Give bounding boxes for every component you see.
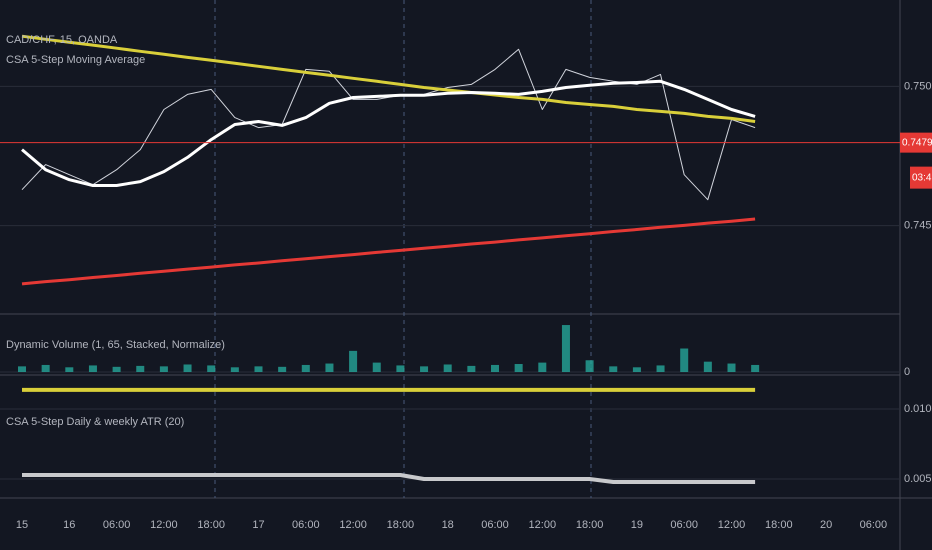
volume-bar — [514, 364, 523, 372]
y-tick-label: 0 — [904, 366, 910, 378]
volume-bar — [159, 366, 168, 372]
x-tick-label: 17 — [252, 519, 264, 531]
series-line — [21, 34, 756, 123]
series-line — [21, 217, 756, 286]
volume-bar — [727, 363, 736, 372]
volume-bar — [703, 361, 712, 372]
volume-bar — [136, 365, 145, 372]
volume-bar — [538, 362, 547, 372]
x-tick-label: 06:00 — [670, 519, 698, 531]
x-tick-label: 16 — [63, 519, 75, 531]
chart-title: CAD/CHF, 15, OANDA — [6, 34, 118, 46]
y-tick-label: 0.00500 — [904, 473, 932, 485]
volume-bar — [18, 366, 26, 372]
last-price-label: 0.74798 — [902, 137, 932, 148]
volume-bar — [656, 365, 665, 372]
x-tick-label: 12:00 — [718, 519, 746, 531]
x-tick-label: 06:00 — [860, 519, 888, 531]
volume-bar — [325, 363, 334, 372]
volume-bar — [443, 364, 452, 372]
volume-bar — [396, 365, 405, 372]
volume-bar — [301, 364, 310, 372]
x-tick-label: 19 — [631, 519, 643, 531]
volume-bar — [585, 360, 594, 372]
series-line — [22, 473, 756, 484]
x-tick-label: 18:00 — [387, 519, 415, 531]
y-tick-label: 0.75000 — [904, 80, 932, 92]
volume-bar — [278, 366, 287, 372]
volume-bar — [467, 365, 476, 372]
price-label-bg — [900, 132, 932, 153]
volume-bar — [349, 350, 358, 372]
volume-bar — [420, 366, 429, 372]
volume-bar — [751, 364, 760, 372]
volume-bar — [183, 364, 192, 372]
indicator-title: Dynamic Volume (1, 65, Stacked, Normaliz… — [6, 339, 225, 351]
volume-bar — [372, 362, 381, 372]
volume-bar — [41, 364, 50, 372]
countdown-bg — [910, 166, 932, 189]
indicator-title: CSA 5-Step Daily & weekly ATR (20) — [6, 416, 184, 428]
volume-bar — [609, 366, 618, 372]
countdown-label: 03:49 — [912, 172, 932, 183]
volume-bar — [680, 348, 689, 372]
volume-bar — [632, 367, 641, 372]
volume-bar — [88, 365, 97, 372]
indicator-title: CSA 5-Step Moving Average — [6, 54, 145, 66]
volume-bar — [254, 366, 263, 372]
x-tick-label: 06:00 — [292, 519, 320, 531]
series-line — [21, 79, 756, 187]
volume-bar — [112, 366, 121, 372]
x-tick-label: 18:00 — [765, 519, 793, 531]
x-tick-label: 12:00 — [339, 519, 367, 531]
volume-bar — [65, 367, 74, 372]
x-tick-label: 12:00 — [529, 519, 557, 531]
x-tick-label: 06:00 — [481, 519, 509, 531]
y-tick-label: 0.01000 — [904, 403, 932, 415]
y-tick-label: 0.74500 — [904, 220, 932, 232]
x-tick-label: 06:00 — [103, 519, 131, 531]
x-tick-label: 18:00 — [576, 519, 604, 531]
x-tick-label: 18 — [442, 519, 454, 531]
volume-bar — [230, 367, 239, 372]
x-tick-label: 20 — [820, 519, 832, 531]
x-tick-label: 18:00 — [197, 519, 225, 531]
x-tick-label: 12:00 — [150, 519, 178, 531]
x-tick-label: 15 — [16, 519, 28, 531]
volume-bar — [561, 325, 570, 372]
plot — [0, 34, 900, 484]
volume-bar — [491, 364, 499, 372]
volume-bar — [207, 365, 216, 372]
